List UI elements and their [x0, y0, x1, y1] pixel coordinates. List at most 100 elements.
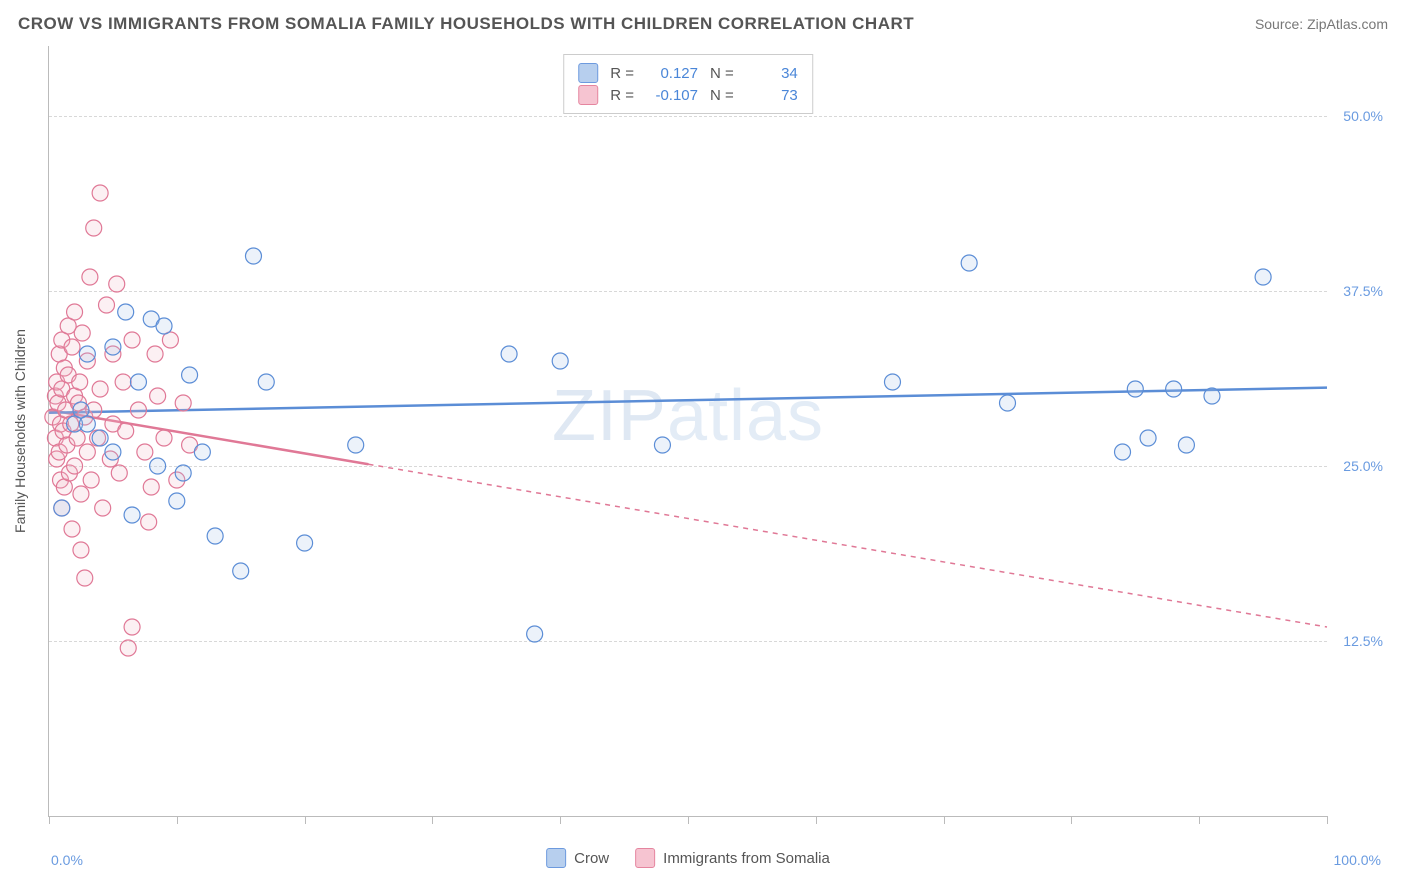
- scatter-point: [124, 619, 140, 635]
- x-tick: [944, 816, 945, 824]
- scatter-point: [150, 458, 166, 474]
- scatter-point: [74, 325, 90, 341]
- scatter-point: [82, 269, 98, 285]
- scatter-point: [64, 521, 80, 537]
- scatter-point: [1204, 388, 1220, 404]
- scatter-point: [1115, 444, 1131, 460]
- scatter-point: [120, 640, 136, 656]
- scatter-point: [552, 353, 568, 369]
- scatter-point: [141, 514, 157, 530]
- x-axis-label-min: 0.0%: [51, 852, 83, 868]
- stats-box: R = 0.127 N = 34 R = -0.107 N = 73: [563, 54, 813, 114]
- y-tick-label: 12.5%: [1343, 633, 1383, 649]
- chart-header: CROW VS IMMIGRANTS FROM SOMALIA FAMILY H…: [18, 14, 1388, 34]
- legend-item-somalia: Immigrants from Somalia: [635, 848, 830, 868]
- stats-swatch-somalia: [578, 85, 598, 105]
- x-tick: [1199, 816, 1200, 824]
- x-tick: [560, 816, 561, 824]
- x-tick: [432, 816, 433, 824]
- scatter-point: [156, 318, 172, 334]
- stats-r-label-2: R =: [610, 87, 634, 104]
- y-tick-label: 50.0%: [1343, 108, 1383, 124]
- scatter-point: [79, 444, 95, 460]
- scatter-point: [124, 332, 140, 348]
- scatter-point: [156, 430, 172, 446]
- scatter-point: [54, 500, 70, 516]
- x-tick: [177, 816, 178, 824]
- scatter-point: [73, 486, 89, 502]
- scatter-point: [118, 423, 134, 439]
- scatter-point: [143, 479, 159, 495]
- scatter-point: [69, 430, 85, 446]
- stats-n-somalia: 73: [746, 87, 798, 104]
- scatter-point: [105, 444, 121, 460]
- scatter-point: [79, 346, 95, 362]
- x-tick: [688, 816, 689, 824]
- scatter-point: [1178, 437, 1194, 453]
- scatter-point: [64, 339, 80, 355]
- scatter-point: [884, 374, 900, 390]
- scatter-point: [118, 304, 134, 320]
- scatter-point: [130, 402, 146, 418]
- scatter-point: [92, 381, 108, 397]
- y-tick-label: 37.5%: [1343, 283, 1383, 299]
- stats-r-label: R =: [610, 65, 634, 82]
- scatter-point: [1127, 381, 1143, 397]
- scatter-points-layer: [49, 46, 1327, 816]
- scatter-point: [105, 339, 121, 355]
- scatter-point: [73, 542, 89, 558]
- legend-item-crow: Crow: [546, 848, 609, 868]
- scatter-point: [111, 465, 127, 481]
- scatter-point: [79, 416, 95, 432]
- scatter-point: [297, 535, 313, 551]
- stats-row-somalia: R = -0.107 N = 73: [578, 85, 798, 105]
- legend-label-somalia: Immigrants from Somalia: [663, 850, 830, 867]
- legend-swatch-crow: [546, 848, 566, 868]
- scatter-point: [654, 437, 670, 453]
- scatter-point: [245, 248, 261, 264]
- x-tick: [1071, 816, 1072, 824]
- scatter-point: [67, 304, 83, 320]
- x-axis-label-max: 100.0%: [1334, 852, 1381, 868]
- stats-n-label: N =: [710, 65, 734, 82]
- y-axis-title: Family Households with Children: [12, 329, 28, 533]
- scatter-point: [95, 500, 111, 516]
- bottom-legend: Crow Immigrants from Somalia: [546, 848, 830, 868]
- scatter-point: [233, 563, 249, 579]
- scatter-point: [92, 430, 108, 446]
- scatter-point: [99, 297, 115, 313]
- scatter-point: [77, 570, 93, 586]
- scatter-point: [83, 472, 99, 488]
- chart-title: CROW VS IMMIGRANTS FROM SOMALIA FAMILY H…: [18, 14, 914, 34]
- scatter-point: [175, 395, 191, 411]
- scatter-point: [207, 528, 223, 544]
- scatter-point: [258, 374, 274, 390]
- scatter-point: [92, 185, 108, 201]
- scatter-point: [1255, 269, 1271, 285]
- scatter-point: [194, 444, 210, 460]
- legend-label-crow: Crow: [574, 850, 609, 867]
- plot-wrapper: Family Households with Children ZIPatlas…: [40, 46, 1380, 816]
- scatter-point: [169, 493, 185, 509]
- scatter-point: [527, 626, 543, 642]
- scatter-point: [1166, 381, 1182, 397]
- scatter-point: [86, 220, 102, 236]
- stats-n-crow: 34: [746, 65, 798, 82]
- x-tick: [816, 816, 817, 824]
- scatter-point: [175, 465, 191, 481]
- scatter-point: [115, 374, 131, 390]
- scatter-point: [124, 507, 140, 523]
- scatter-point: [182, 367, 198, 383]
- scatter-point: [150, 388, 166, 404]
- scatter-point: [501, 346, 517, 362]
- scatter-point: [130, 374, 146, 390]
- y-tick-label: 25.0%: [1343, 458, 1383, 474]
- stats-r-crow: 0.127: [646, 65, 698, 82]
- stats-n-label-2: N =: [710, 87, 734, 104]
- stats-r-somalia: -0.107: [646, 87, 698, 104]
- scatter-point: [147, 346, 163, 362]
- stats-swatch-crow: [578, 63, 598, 83]
- chart-source: Source: ZipAtlas.com: [1255, 16, 1388, 32]
- scatter-point: [67, 458, 83, 474]
- scatter-point: [1140, 430, 1156, 446]
